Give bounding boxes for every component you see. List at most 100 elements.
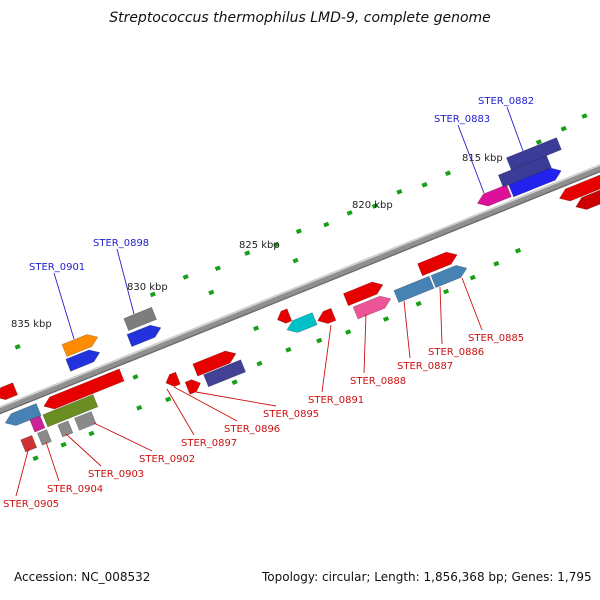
label-leader-line	[173, 386, 238, 422]
gene-glyph[interactable]	[126, 324, 162, 347]
orf-tick	[32, 455, 39, 461]
genome-backbone	[0, 170, 600, 415]
label-leader-line	[93, 422, 153, 452]
gene-label[interactable]: STER_0888	[350, 376, 406, 387]
gene-glyph[interactable]	[43, 368, 125, 410]
gene-label[interactable]: STER_0887	[397, 361, 453, 372]
gene-glyph[interactable]	[497, 155, 552, 188]
gene-glyph[interactable]	[393, 275, 435, 303]
label-leader-line	[506, 106, 524, 152]
scale-label: 825 kbp	[239, 240, 280, 251]
orf-tick	[149, 291, 156, 298]
gene-label[interactable]: STER_0882	[478, 96, 534, 107]
gene-label[interactable]: STER_0886	[428, 347, 484, 358]
gene-label[interactable]: STER_0895	[263, 409, 319, 420]
gene-glyph[interactable]	[123, 306, 157, 331]
gene-glyph[interactable]	[286, 312, 318, 333]
orf-tick	[60, 441, 67, 448]
genome-backbone	[0, 166, 600, 414]
gene-glyph[interactable]	[4, 403, 42, 426]
label-leader-line	[65, 433, 102, 467]
label-leader-line	[195, 391, 277, 407]
gene-label[interactable]: STER_0883	[434, 114, 490, 125]
gene-glyph[interactable]	[57, 420, 74, 438]
orf-tick	[316, 337, 323, 344]
label-leader-line	[166, 388, 195, 436]
gene-label[interactable]: STER_0885	[468, 333, 524, 344]
gene-label[interactable]: STER_0896	[224, 424, 280, 435]
genome-backbone	[0, 164, 600, 409]
scale-label: 830 kbp	[127, 282, 168, 293]
orf-tick	[231, 379, 238, 385]
label-leader-line	[53, 272, 75, 340]
orf-tick	[208, 289, 215, 296]
gene-glyph[interactable]	[417, 251, 458, 277]
scale-label: 815 kbp	[462, 153, 503, 164]
gene-glyph[interactable]	[559, 174, 600, 202]
label-leader-line	[45, 441, 60, 482]
gene-label[interactable]: STER_0898	[93, 238, 149, 249]
orf-tick	[273, 241, 280, 248]
orf-tick	[443, 288, 450, 295]
orf-tick	[256, 360, 263, 367]
label-leader-line	[461, 277, 483, 331]
gene-glyph[interactable]	[29, 415, 46, 433]
orf-tick	[382, 316, 390, 322]
orf-tick	[214, 265, 221, 271]
gene-glyph[interactable]	[42, 394, 99, 428]
orf-tick	[292, 257, 299, 264]
label-leader-line	[15, 446, 30, 497]
orf-tick	[560, 125, 567, 132]
gene-label[interactable]: STER_0901	[29, 262, 85, 273]
orf-tick	[581, 113, 588, 119]
gene-glyph[interactable]	[317, 307, 337, 324]
orf-tick	[88, 430, 95, 437]
gene-glyph[interactable]	[0, 382, 18, 401]
scale-label: 820 kbp	[352, 200, 393, 211]
orf-tick	[132, 374, 139, 380]
gene-glyph[interactable]	[184, 379, 201, 395]
gene-label[interactable]: STER_0903	[88, 469, 144, 480]
label-leader-line	[363, 313, 367, 374]
orf-tick	[345, 329, 352, 335]
orf-tick	[493, 260, 500, 267]
gene-glyph[interactable]	[65, 349, 101, 372]
orf-tick	[295, 228, 302, 234]
label-leader-line	[457, 124, 485, 194]
orf-tick	[371, 203, 378, 209]
label-leader-line	[321, 324, 332, 393]
gene-glyph[interactable]	[352, 295, 392, 320]
figure-title: Streptococcus thermophilus LMD-9, comple…	[109, 10, 491, 26]
gene-glyph[interactable]	[37, 429, 52, 446]
gene-label[interactable]: STER_0897	[181, 438, 237, 449]
gene-glyph[interactable]	[506, 137, 562, 171]
orf-tick	[469, 274, 476, 281]
gene-glyph[interactable]	[203, 359, 246, 388]
orf-tick	[396, 189, 403, 195]
gene-glyph[interactable]	[575, 184, 600, 210]
footer-accession: Accession: NC_008532	[14, 570, 151, 584]
gene-glyph[interactable]	[476, 184, 512, 207]
orf-tick	[421, 182, 428, 188]
gene-glyph[interactable]	[430, 265, 468, 288]
gene-glyph[interactable]	[277, 308, 293, 324]
gene-label[interactable]: STER_0902	[139, 454, 195, 465]
orf-tick	[535, 139, 542, 145]
footer-genome-info: Topology: circular; Length: 1,856,368 bp…	[262, 570, 592, 584]
gene-label[interactable]: STER_0891	[308, 395, 364, 406]
orf-tick	[444, 170, 451, 176]
gene-glyph[interactable]	[165, 371, 181, 387]
orf-tick	[285, 347, 292, 353]
gene-label[interactable]: STER_0905	[3, 499, 59, 510]
orf-tick	[323, 221, 330, 228]
gene-glyph[interactable]	[192, 350, 237, 377]
orf-tick	[415, 300, 422, 307]
gene-glyph[interactable]	[61, 334, 99, 357]
gene-label[interactable]: STER_0904	[47, 484, 103, 495]
gene-glyph[interactable]	[20, 435, 38, 453]
gene-glyph[interactable]	[343, 281, 384, 307]
orf-tick	[14, 344, 21, 350]
label-leader-line	[439, 286, 443, 345]
